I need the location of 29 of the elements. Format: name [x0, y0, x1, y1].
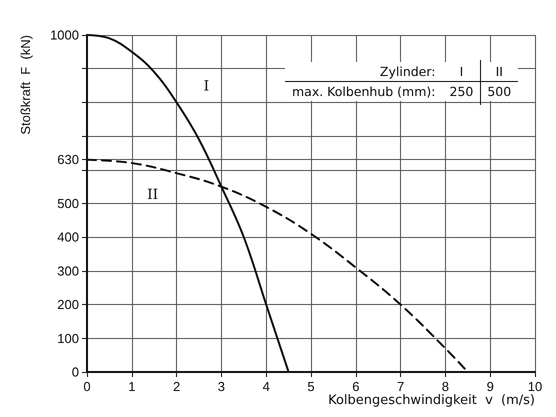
x-tick-label: 10	[528, 379, 542, 394]
x-tick-label: 2	[172, 379, 180, 394]
annotation: Zylinder:	[285, 62, 442, 82]
y-tick-label: 400	[57, 230, 79, 245]
y-tick-label: 300	[57, 263, 79, 278]
annotation: 250	[448, 83, 474, 101]
x-tick-label: 1	[128, 379, 136, 394]
x-tick-label: 3	[218, 379, 226, 394]
y-axis-title: Stoßkraft F (kN)	[18, 35, 33, 135]
y-tick-label: 1000	[50, 28, 79, 42]
annotation: 500	[486, 83, 512, 101]
x-tick-label: 4	[262, 379, 270, 394]
x-tick-label: 8	[442, 379, 450, 394]
y-tick-label: 0	[72, 364, 79, 380]
series-label: II	[147, 187, 158, 204]
annotation: max. Kolbenhub (mm):	[291, 83, 436, 101]
y-tick-label: 500	[57, 196, 79, 211]
annotation: II	[480, 62, 518, 82]
annotation: I	[442, 62, 480, 82]
series-label: I	[204, 78, 210, 94]
x-tick-label: 5	[307, 379, 315, 394]
x-tick-label: 6	[352, 379, 360, 394]
y-tick-label: 100	[57, 330, 79, 346]
x-tick-label: 0	[83, 379, 91, 394]
y-tick-label: 630	[57, 152, 79, 168]
x-tick-label: 7	[396, 379, 404, 394]
x-tick-label: 9	[486, 379, 494, 394]
x-axis-title: Kolbengeschwindigkeit v (m/s)	[328, 393, 535, 408]
y-tick-label: 200	[57, 297, 79, 312]
